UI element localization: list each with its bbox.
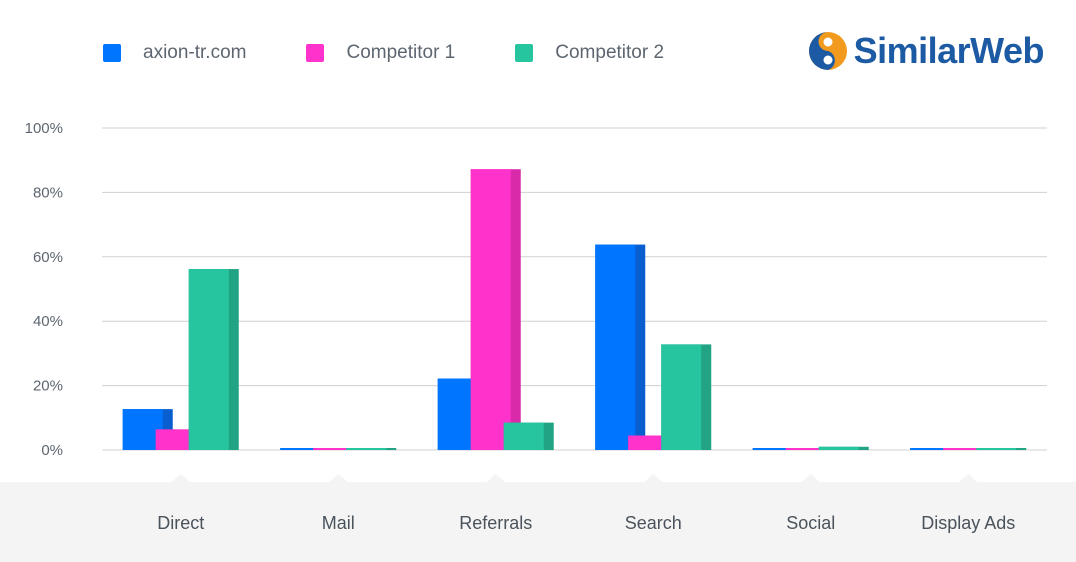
bar-competitor-2-display-ads[interactable] (976, 448, 1027, 450)
x-tick-pointer-referrals (486, 474, 505, 482)
x-tick-label-mail: Mail (322, 513, 355, 533)
y-tick-label-20: 20% (33, 378, 63, 395)
legend-swatch-competitor-1 (306, 44, 325, 62)
bar-competitor-1-social[interactable] (785, 448, 836, 450)
bar-axion-tr-com-social[interactable] (752, 448, 803, 450)
bar-face-axion-tr-com-search (595, 244, 636, 450)
similarweb-logo-icon (808, 32, 847, 70)
x-tick-label-search: Search (625, 513, 682, 533)
bar-competitor-1-direct[interactable] (155, 429, 206, 450)
bar-face-competitor-2-search (661, 344, 702, 450)
bar-axion-tr-com-display-ads[interactable] (910, 448, 961, 450)
x-tick-label-referrals: Referrals (459, 513, 532, 533)
bar-face-competitor-2-social (818, 446, 859, 450)
bar-competitor-2-search[interactable] (661, 344, 712, 450)
legend: axion-tr.com Competitor 1 Competitor 2 (103, 40, 724, 66)
bar-face-competitor-1-referrals (470, 169, 511, 450)
bar-face-competitor-1-direct (155, 429, 196, 450)
bar-axion-tr-com-referrals[interactable] (437, 378, 488, 450)
x-tick-pointer-social (801, 474, 820, 482)
bar-face-competitor-2-direct (188, 269, 229, 450)
bar-competitor-2-mail[interactable] (346, 448, 397, 450)
x-axis-ticks: Direct Mail Referrals Search Social Display A… (157, 474, 1015, 533)
x-tick-label-display-ads: Display Ads (921, 513, 1015, 533)
x-tick-pointer-direct (171, 474, 190, 482)
bar-competitor-2-direct[interactable] (188, 269, 239, 450)
bar-axion-tr-com-direct[interactable] (122, 409, 173, 450)
bar-face-axion-tr-com-mail (280, 448, 321, 450)
y-tick-label-80: 80% (33, 184, 63, 201)
x-axis-band (0, 482, 1076, 562)
y-tick-label-0: 0% (41, 442, 63, 459)
y-tick-label-60: 60% (33, 249, 63, 266)
bar-face-competitor-1-social (785, 448, 826, 450)
legend-item-competitor-1[interactable]: Competitor 1 (306, 42, 455, 64)
bar-competitor-1-referrals[interactable] (470, 169, 521, 450)
legend-item-axion[interactable]: axion-tr.com (103, 42, 246, 64)
y-tick-label-100: 100% (25, 120, 63, 137)
legend-label-competitor-1: Competitor 1 (346, 42, 456, 63)
x-tick-pointer-search (644, 474, 663, 482)
bar-face-competitor-1-display-ads (943, 448, 984, 450)
bar-face-competitor-2-display-ads (976, 448, 1017, 450)
x-tick-pointer-mail (329, 474, 348, 482)
gridlines (102, 127, 1047, 451)
legend-swatch-axion (103, 44, 121, 62)
bar-face-axion-tr-com-referrals (437, 378, 478, 450)
bar-competitor-2-social[interactable] (818, 446, 869, 450)
x-tick-label-social: Social (786, 513, 835, 533)
legend-label-competitor-2: Competitor 2 (555, 42, 665, 63)
bar-competitor-1-display-ads[interactable] (943, 448, 994, 450)
bar-face-axion-tr-com-direct (122, 409, 163, 450)
y-tick-label-40: 40% (33, 313, 63, 330)
similarweb-logo: SimilarWeb (808, 30, 1045, 72)
x-tick-label-direct: Direct (157, 513, 204, 533)
bar-competitor-1-search[interactable] (628, 435, 679, 450)
legend-item-competitor-2[interactable]: Competitor 2 (515, 42, 664, 64)
bar-axion-tr-com-search[interactable] (595, 244, 646, 450)
bar-face-competitor-1-mail (313, 448, 354, 450)
legend-label-axion: axion-tr.com (143, 42, 247, 63)
similarweb-logo-text: SimilarWeb (853, 30, 1045, 71)
bars (122, 169, 1027, 450)
bar-face-competitor-2-referrals (503, 422, 544, 450)
legend-swatch-competitor-2 (515, 44, 534, 62)
bar-axion-tr-com-mail[interactable] (280, 448, 331, 450)
bar-competitor-2-referrals[interactable] (503, 422, 554, 450)
x-tick-pointer-display-ads (959, 474, 978, 482)
bar-competitor-1-mail[interactable] (313, 448, 364, 450)
bar-face-competitor-2-mail (346, 448, 387, 450)
bar-face-competitor-1-search (628, 435, 669, 450)
bar-face-axion-tr-com-social (752, 448, 793, 450)
y-axis-ticks: 0% 20% 40% 60% 80% 100% (25, 120, 63, 459)
bar-face-axion-tr-com-display-ads (910, 448, 951, 450)
